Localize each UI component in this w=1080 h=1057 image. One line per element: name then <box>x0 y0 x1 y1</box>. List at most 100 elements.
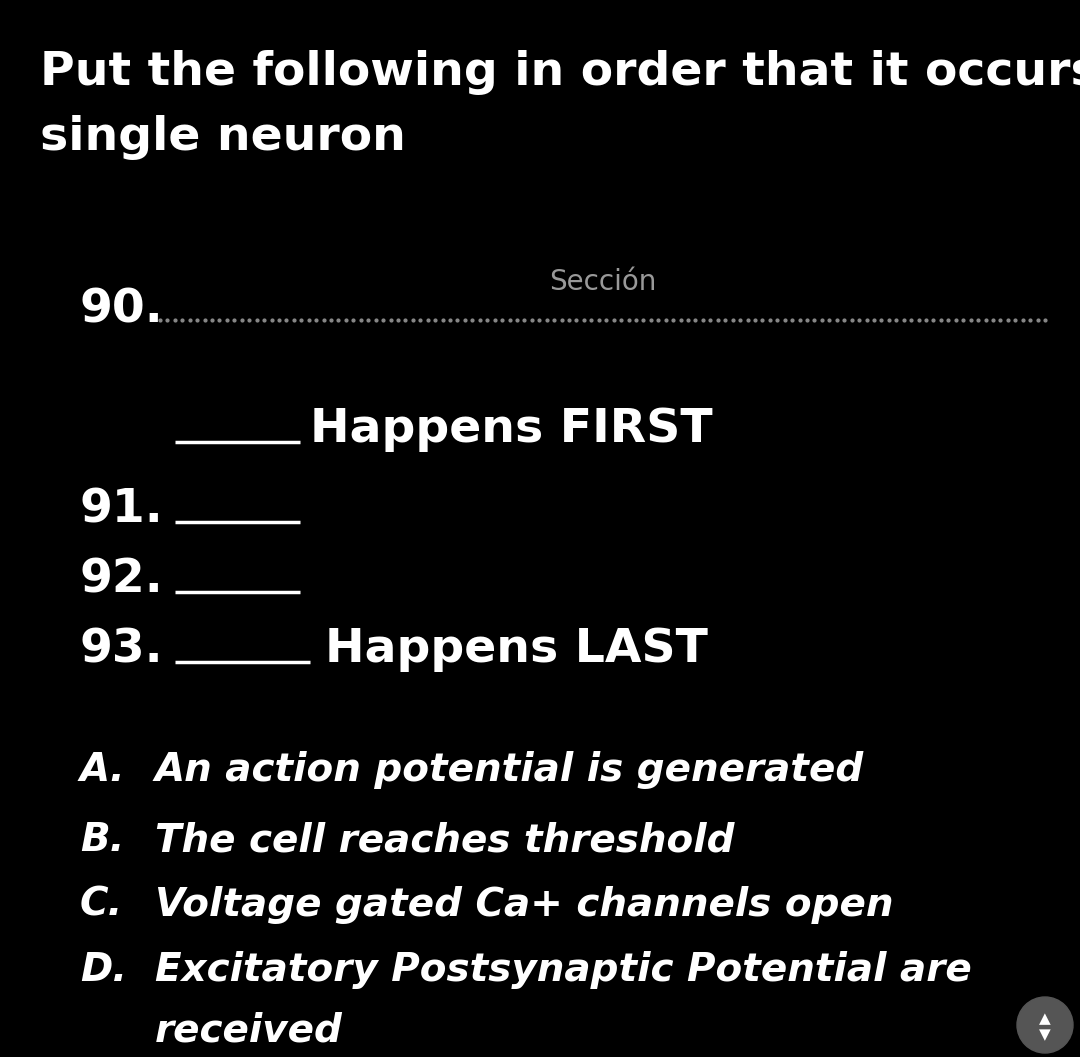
Point <box>195 312 213 329</box>
Point <box>873 312 890 329</box>
Point <box>442 312 459 329</box>
Point <box>590 312 607 329</box>
Point <box>293 312 310 329</box>
Text: Voltage gated Ca+ channels open: Voltage gated Ca+ channels open <box>156 886 893 924</box>
Point <box>211 312 228 329</box>
Point <box>375 312 392 329</box>
Point <box>471 312 488 329</box>
Point <box>166 312 184 329</box>
Point <box>910 312 928 329</box>
Point <box>530 312 548 329</box>
Point <box>404 312 421 329</box>
Point <box>947 312 964 329</box>
Point <box>516 312 534 329</box>
Point <box>724 312 741 329</box>
Point <box>203 312 220 329</box>
Point <box>962 312 980 329</box>
Point <box>411 312 429 329</box>
Point <box>419 312 436 329</box>
Point <box>486 312 503 329</box>
Point <box>984 312 1001 329</box>
Point <box>434 312 451 329</box>
Text: An action potential is generated: An action potential is generated <box>156 752 864 789</box>
Point <box>352 312 369 329</box>
Point <box>924 312 942 329</box>
Point <box>970 312 987 329</box>
Point <box>977 312 995 329</box>
Text: The cell reaches threshold: The cell reaches threshold <box>156 821 734 859</box>
Point <box>181 312 199 329</box>
Point <box>1029 312 1047 329</box>
Text: 91.: 91. <box>80 487 164 533</box>
Point <box>843 312 861 329</box>
Point <box>932 312 949 329</box>
Point <box>1014 312 1031 329</box>
Point <box>895 312 913 329</box>
Point <box>174 312 191 329</box>
Point <box>612 312 630 329</box>
Point <box>597 312 615 329</box>
Point <box>449 312 467 329</box>
Point <box>694 312 712 329</box>
Text: ▲: ▲ <box>1039 1012 1051 1026</box>
Point <box>754 312 771 329</box>
Point <box>308 312 325 329</box>
Point <box>880 312 897 329</box>
Point <box>620 312 637 329</box>
Point <box>568 312 585 329</box>
Point <box>739 312 756 329</box>
Point <box>657 312 674 329</box>
Point <box>553 312 570 329</box>
Text: received: received <box>156 1010 342 1049</box>
Circle shape <box>1017 997 1074 1053</box>
Point <box>1007 312 1024 329</box>
Point <box>576 312 593 329</box>
Point <box>583 312 600 329</box>
Text: Excitatory Postsynaptic Potential are: Excitatory Postsynaptic Potential are <box>156 951 972 989</box>
Point <box>850 312 867 329</box>
Point <box>1037 312 1054 329</box>
Point <box>360 312 377 329</box>
Point <box>545 312 563 329</box>
Text: single neuron: single neuron <box>40 115 406 160</box>
Point <box>806 312 823 329</box>
Point <box>777 312 794 329</box>
Point <box>716 312 733 329</box>
Point <box>828 312 846 329</box>
Point <box>494 312 511 329</box>
Point <box>329 312 347 329</box>
Point <box>888 312 905 329</box>
Point <box>226 312 243 329</box>
Point <box>672 312 689 329</box>
Point <box>256 312 273 329</box>
Point <box>650 312 667 329</box>
Text: 93.: 93. <box>80 628 164 672</box>
Point <box>270 312 287 329</box>
Point <box>955 312 972 329</box>
Text: ▼: ▼ <box>1039 1027 1051 1042</box>
Text: A.: A. <box>80 752 125 789</box>
Point <box>323 312 340 329</box>
Point <box>643 312 660 329</box>
Point <box>702 312 719 329</box>
Point <box>865 312 882 329</box>
Point <box>367 312 384 329</box>
Point <box>627 312 645 329</box>
Text: 92.: 92. <box>80 557 164 602</box>
Point <box>159 312 176 329</box>
Point <box>300 312 318 329</box>
Point <box>940 312 957 329</box>
Point <box>561 312 578 329</box>
Text: Happens LAST: Happens LAST <box>325 628 707 672</box>
Point <box>821 312 838 329</box>
Point <box>463 312 481 329</box>
Point <box>151 312 168 329</box>
Point <box>605 312 622 329</box>
Point <box>783 312 800 329</box>
Text: Put the following in order that it occurs in a: Put the following in order that it occur… <box>40 50 1080 95</box>
Point <box>836 312 853 329</box>
Point <box>538 312 555 329</box>
Point <box>903 312 920 329</box>
Point <box>233 312 251 329</box>
Text: Sección: Sección <box>549 268 657 296</box>
